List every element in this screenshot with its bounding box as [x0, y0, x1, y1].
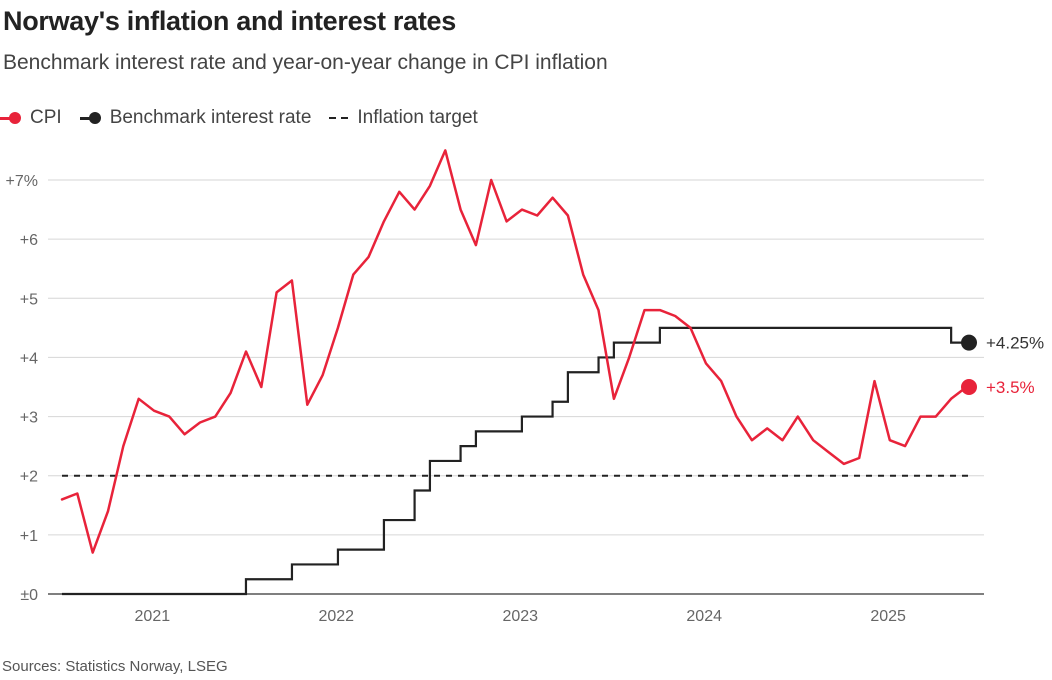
legend-item-cpi: CPI — [0, 107, 62, 129]
chart-legend: CPI Benchmark interest rate Inflation ta… — [0, 105, 496, 131]
rate-legend-swatch — [79, 108, 104, 128]
legend-label-benchmark-rate: Benchmark interest rate — [109, 107, 312, 128]
y-tick-label-6: +6 — [20, 232, 38, 249]
y-tick-label-3: +3 — [20, 410, 38, 427]
source-note: Sources: Statistics Norway, LSEG — [2, 658, 228, 675]
cpi-end-label: +3.5% — [986, 378, 1035, 397]
y-tick-label-1: +1 — [20, 528, 38, 545]
cpi-legend-swatch — [0, 108, 24, 128]
legend-label-cpi: CPI — [30, 107, 62, 128]
rate-legend-line — [79, 117, 94, 120]
chart-title: Norway's inflation and interest rates — [3, 6, 456, 36]
cpi-legend-line — [0, 117, 14, 120]
y-tick-label-7: +7% — [6, 173, 38, 190]
chart-subtitle: Benchmark interest rate and year-on-year… — [3, 51, 608, 74]
legend-item-benchmark-rate: Benchmark interest rate — [79, 107, 312, 129]
y-tick-label-5: +5 — [20, 291, 38, 308]
rate-legend-dot — [88, 112, 101, 124]
y-tick-label-4: +4 — [20, 350, 38, 367]
y-tick-label-0: ±0 — [20, 587, 38, 604]
legend-item-inflation-target: Inflation target — [329, 107, 478, 129]
benchmark-rate-end-dot — [961, 334, 977, 351]
cpi-line — [60, 149, 968, 554]
cpi-legend-dot — [9, 112, 21, 124]
chart-plot-area: ±0 +1 +2 +3 +4 +5 +6 +7% 2021 2022 2023 2024 2025 +4.… — [6, 149, 1044, 625]
y-tick-label-2: +2 — [20, 469, 38, 486]
benchmark-rate-end-label: +4.25% — [986, 334, 1044, 353]
target-legend-swatch — [329, 108, 351, 128]
x-tick-label-2021: 2021 — [135, 608, 171, 625]
x-tick-label-2024: 2024 — [686, 608, 722, 625]
legend-label-inflation-target: Inflation target — [357, 107, 478, 128]
x-tick-label-2023: 2023 — [502, 608, 538, 625]
target-legend-dash-2 — [341, 117, 349, 119]
target-legend-dash-1 — [329, 117, 337, 119]
x-tick-label-2025: 2025 — [870, 608, 906, 625]
x-tick-label-2022: 2022 — [318, 608, 354, 625]
benchmark-rate-line — [62, 326, 969, 596]
cpi-end-dot — [961, 379, 977, 395]
